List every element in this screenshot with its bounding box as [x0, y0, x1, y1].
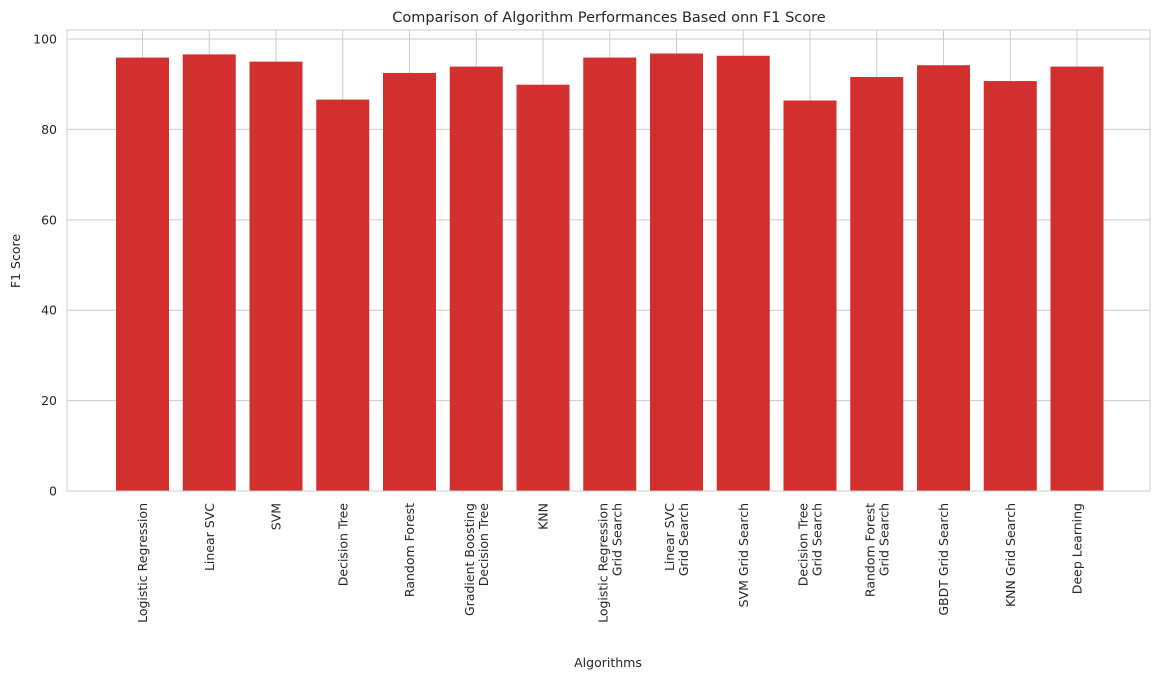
- plot-frame: [66, 29, 1151, 492]
- x-tick-label-line: Grid Search: [810, 503, 825, 576]
- bar: [1050, 66, 1104, 491]
- x-tick-label: Deep Learning: [1070, 503, 1085, 594]
- x-tick-label-line: SVM Grid Search: [736, 503, 751, 607]
- x-axis-label: Algorithms: [574, 655, 642, 670]
- bar: [650, 53, 703, 492]
- x-tick-label-line: GBDT Grid Search: [936, 503, 951, 616]
- x-tick-label-line: Grid Search: [609, 503, 624, 576]
- x-tick-labels: Logistic Regression Linear SVC SVM Decision…: [135, 503, 1085, 623]
- bar: [716, 55, 770, 491]
- y-tick-label: 60: [41, 212, 57, 227]
- x-tick-label-line: KNN Grid Search: [1003, 503, 1018, 607]
- bar: [850, 77, 904, 492]
- x-tick-label: GBDT Grid Search: [936, 503, 951, 616]
- x-tick-label-line: Random Forest: [862, 503, 877, 597]
- x-tick-label-line: Gradient Boosting: [462, 503, 477, 616]
- x-tick-label: Logistic Regression Grid Search: [595, 503, 624, 623]
- bar: [516, 84, 570, 491]
- x-tick-label: Linear SVC: [202, 503, 217, 571]
- y-tick-label: 40: [41, 303, 57, 318]
- x-tick-label: Logistic Regression: [135, 503, 150, 623]
- x-tick-label-line: Linear SVC: [202, 503, 217, 571]
- x-tick-label: Random Forest: [402, 503, 417, 597]
- x-tick-label: Decision Tree Grid Search: [796, 503, 825, 587]
- x-tick-label: SVM Grid Search: [736, 503, 751, 607]
- bar: [249, 61, 303, 491]
- bars: [116, 53, 1104, 492]
- bar: [983, 81, 1037, 492]
- x-tick-label-line: Grid Search: [876, 503, 891, 576]
- bar: [449, 66, 503, 491]
- x-tick-label: Gradient Boosting Decision Tree: [462, 503, 491, 616]
- bar: [116, 57, 169, 491]
- x-tick-label-line: SVM: [269, 503, 284, 530]
- bar: [316, 99, 370, 491]
- x-tick-label: KNN Grid Search: [1003, 503, 1018, 607]
- chart-title: Comparison of Algorithm Performances Bas…: [392, 10, 826, 26]
- x-tick-label-line: Grid Search: [676, 503, 691, 576]
- bar: [182, 54, 236, 491]
- y-axis-label: F1 Score: [8, 234, 23, 288]
- x-tick-label-line: Logistic Regression: [595, 503, 610, 623]
- bar: [783, 100, 837, 491]
- x-tick-label-line: KNN: [536, 503, 551, 530]
- x-tick-label: Random Forest Grid Search: [862, 503, 891, 597]
- x-tick-label-line: Random Forest: [402, 503, 417, 597]
- x-tick-label-line: Decision Tree: [476, 503, 491, 587]
- y-tick-labels: 0 20 40 60 80 100: [33, 32, 57, 499]
- bar: [383, 72, 436, 491]
- x-tick-label: KNN: [536, 503, 551, 530]
- x-tick-label-line: Decision Tree: [335, 503, 350, 587]
- x-tick-label: Decision Tree: [335, 503, 350, 587]
- bar: [917, 65, 970, 492]
- y-tick-label: 0: [49, 484, 57, 499]
- y-tick-label: 80: [41, 122, 57, 137]
- y-tick-label: 100: [33, 32, 57, 47]
- x-tick-label-line: Decision Tree: [796, 503, 811, 587]
- x-tick-label-line: Logistic Regression: [135, 503, 150, 623]
- x-tick-label: SVM: [269, 503, 284, 530]
- y-tick-label: 20: [41, 393, 57, 408]
- x-tick-label-line: Deep Learning: [1070, 503, 1085, 594]
- x-tick-label: Linear SVC Grid Search: [662, 503, 691, 576]
- x-tick-label-line: Linear SVC: [662, 503, 677, 571]
- bar: [583, 57, 637, 491]
